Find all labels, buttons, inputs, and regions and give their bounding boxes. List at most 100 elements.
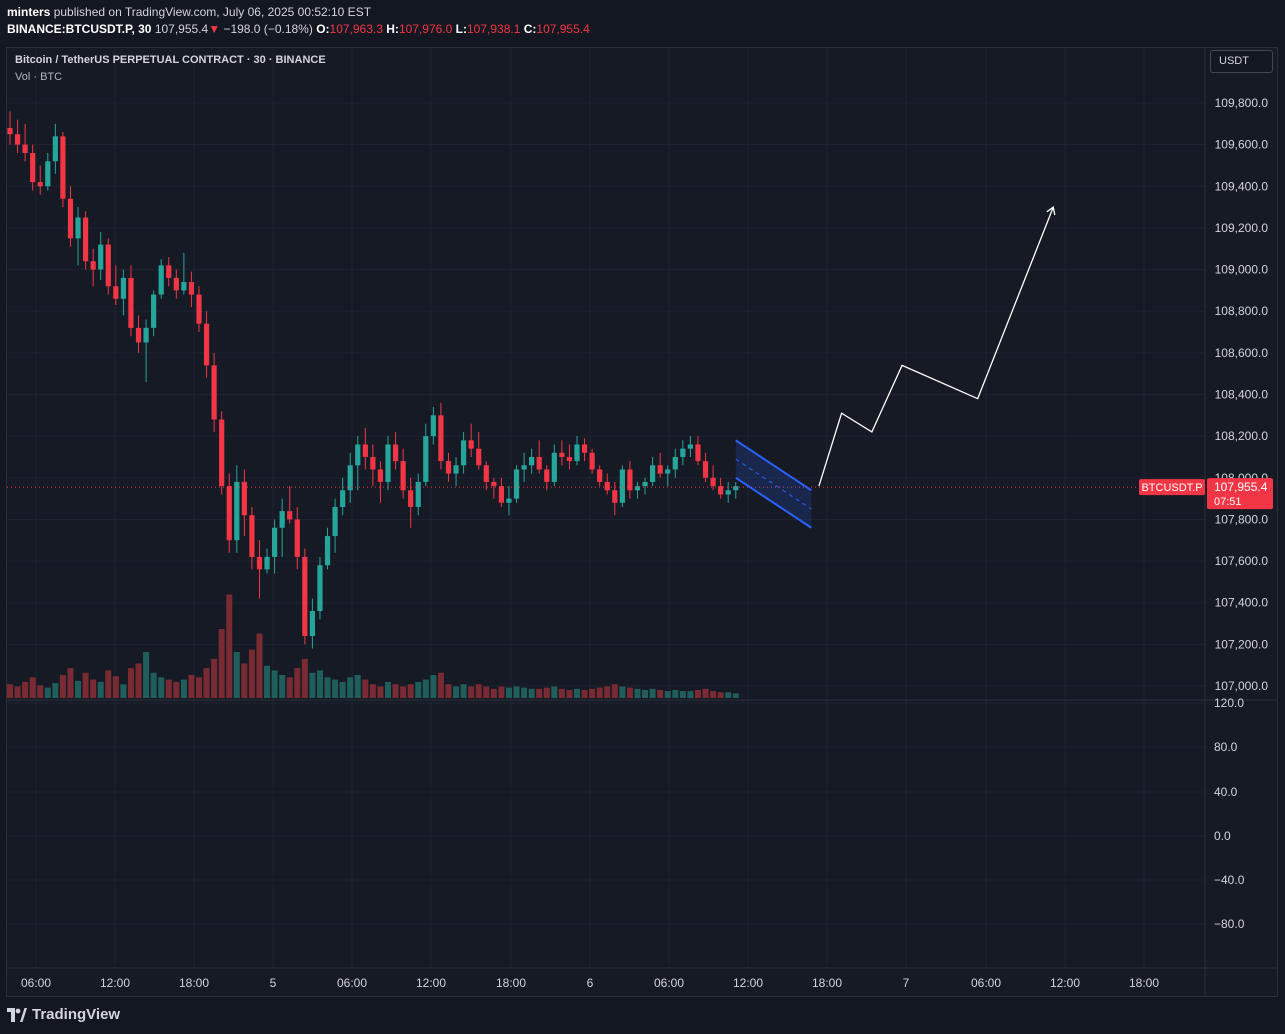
candle-body [317,565,323,612]
candle-body [461,440,467,466]
open-label: O: [316,22,330,36]
volume-bar [97,681,104,698]
price-tick-label: 108,200.0 [1215,429,1269,443]
candle-body [158,265,164,295]
candle-body [551,452,557,482]
price-badge-value: 107,955.4 [1214,480,1268,494]
volume-bar [400,686,407,698]
volume-bar [105,670,112,698]
chart-legend: Bitcoin / TetherUS PERPETUAL CONTRACT · … [15,54,326,66]
candle-body [415,481,421,507]
volume-bar [82,672,89,698]
candle-body [718,486,724,495]
candle-body [581,444,588,453]
volume-bar [702,688,709,698]
volume-tick-label: −40.0 [1214,873,1245,887]
candle-body [249,515,255,557]
candle-body [203,323,210,366]
volume-bar [483,686,490,698]
price-tick-label: 109,200.0 [1215,221,1269,235]
volume-bar [430,675,437,698]
candle-body [219,419,225,487]
time-tick-label: 12:00 [1050,976,1080,990]
candle-body [362,444,368,457]
price-change: −198.0 (−0.18%) [223,22,313,36]
candle-body [498,486,504,503]
volume-bar [596,687,603,698]
volume-bar [453,686,460,698]
volume-bar [354,675,361,698]
candle-body [113,286,119,299]
candle-body [687,444,693,449]
candle-body [400,461,406,491]
candle-body [672,456,678,470]
volume-bar [248,649,255,698]
volume-bar [59,675,66,698]
candle-body [733,486,739,491]
time-tick-label: 12:00 [733,976,763,990]
candle-body [309,611,315,637]
volume-bar [626,687,633,698]
volume-bar [619,686,626,698]
chart-frame[interactable] [6,47,1278,997]
volume-bar [672,689,679,698]
candle-body [566,456,573,462]
candle-body [287,511,293,520]
candle-body [90,261,96,270]
high-label: H: [386,22,399,36]
volume-bar [22,681,29,698]
volume-bar [505,687,512,698]
candle-body [385,444,391,482]
candle-body [657,465,663,474]
volume-bar [498,686,505,698]
volume-bar [445,684,452,698]
volume-bar [657,689,664,698]
tradingview-logo[interactable]: TradingView [7,1006,120,1023]
volume-bar [664,691,671,698]
candle-body [453,465,459,474]
ohlc-line: BINANCE:BTCUSDT.P, 30 107,955.4▼ −198.0 … [7,22,590,36]
volume-bar [347,677,354,698]
candle-body [513,469,520,499]
time-tick-label: 12:00 [416,976,446,990]
candle-body [241,481,247,516]
price-tick-label: 107,600.0 [1215,554,1269,568]
volume-bar [112,676,119,698]
candle-body [423,436,429,482]
candle-body [173,277,179,291]
price-badge [1207,478,1273,510]
volume-bar [521,687,528,698]
publish-line: minters published on TradingView.com, Ju… [7,5,371,19]
price-tick-label: 107,200.0 [1215,637,1269,651]
candle-body [476,448,482,466]
candle-body [725,490,731,495]
channel-upper-line [735,439,812,492]
candle-body [120,277,126,299]
currency-button[interactable]: USDT [1210,50,1273,73]
volume-bar [233,652,240,698]
candle-body [98,244,104,270]
candle-body [438,415,444,462]
volume-bar [271,670,278,698]
candle-body [105,244,111,287]
candle-body [702,461,709,478]
volume-bar [687,691,694,698]
candle-body [650,465,656,482]
candle-body [604,481,610,491]
publisher-name[interactable]: minters [7,5,51,19]
candle-body [234,481,240,541]
candle-body [370,456,376,470]
footer [0,998,1285,1034]
volume-bar [143,652,150,698]
volume-bar [203,668,210,698]
volume-bar [75,680,82,698]
volume-bar [460,684,467,698]
candle-body [128,277,134,328]
candle-body [597,469,603,482]
last-price: 107,955.4 [154,22,209,36]
candle-body [347,465,353,491]
volume-bar [332,679,339,698]
volume-bar [29,677,36,698]
candle-body [188,282,195,295]
